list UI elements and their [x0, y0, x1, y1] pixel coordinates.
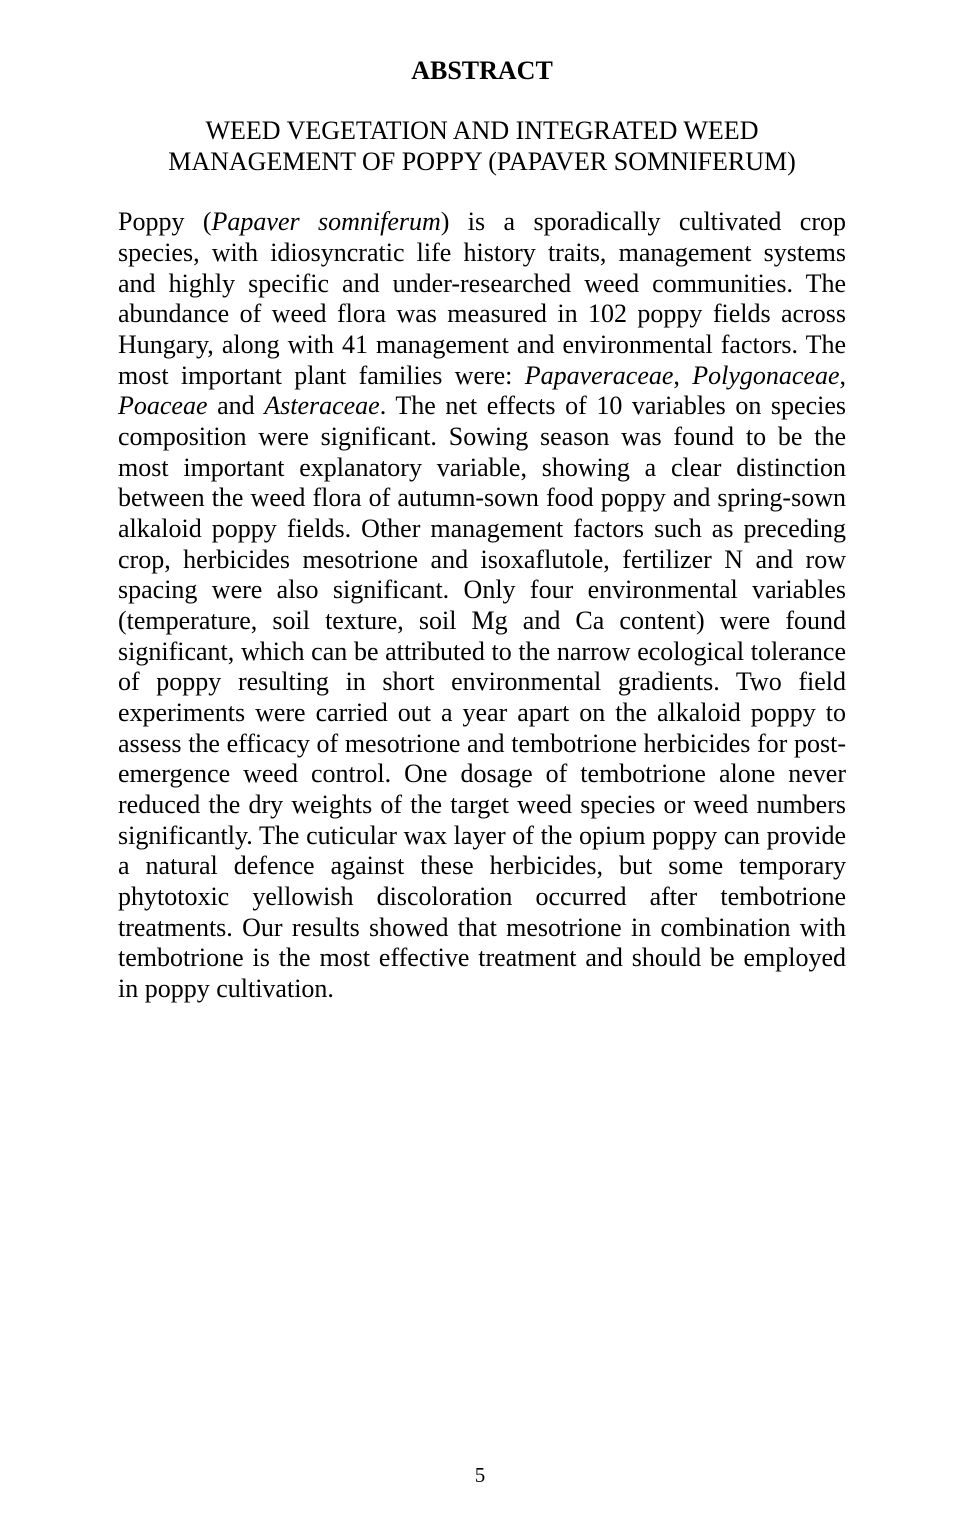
- family-name-3: Poaceae: [118, 391, 208, 420]
- body-text-3: ,: [673, 361, 692, 390]
- body-text-6: . The net effects of 10 variables on spe…: [118, 391, 846, 1003]
- family-name-4: Asteraceae: [264, 391, 380, 420]
- body-text-1: Poppy (: [118, 207, 212, 236]
- document-title: WEED VEGETATION AND INTEGRATED WEED MANA…: [118, 116, 846, 177]
- family-name-2: Polygonaceae: [692, 361, 839, 390]
- abstract-body: Poppy (Papaver somniferum) is a sporadic…: [118, 207, 846, 1004]
- page-number: 5: [0, 1463, 960, 1488]
- family-name-1: Papaveraceae: [525, 361, 674, 390]
- body-text-4: ,: [840, 361, 847, 390]
- species-name-1: Papaver somniferum: [212, 207, 441, 236]
- title-line1: WEED VEGETATION AND INTEGRATED WEED: [206, 116, 759, 145]
- body-text-5: and: [208, 391, 265, 420]
- abstract-label: ABSTRACT: [118, 56, 846, 86]
- title-line2: MANAGEMENT OF POPPY (PAPAVER SOMNIFERUM): [168, 147, 796, 176]
